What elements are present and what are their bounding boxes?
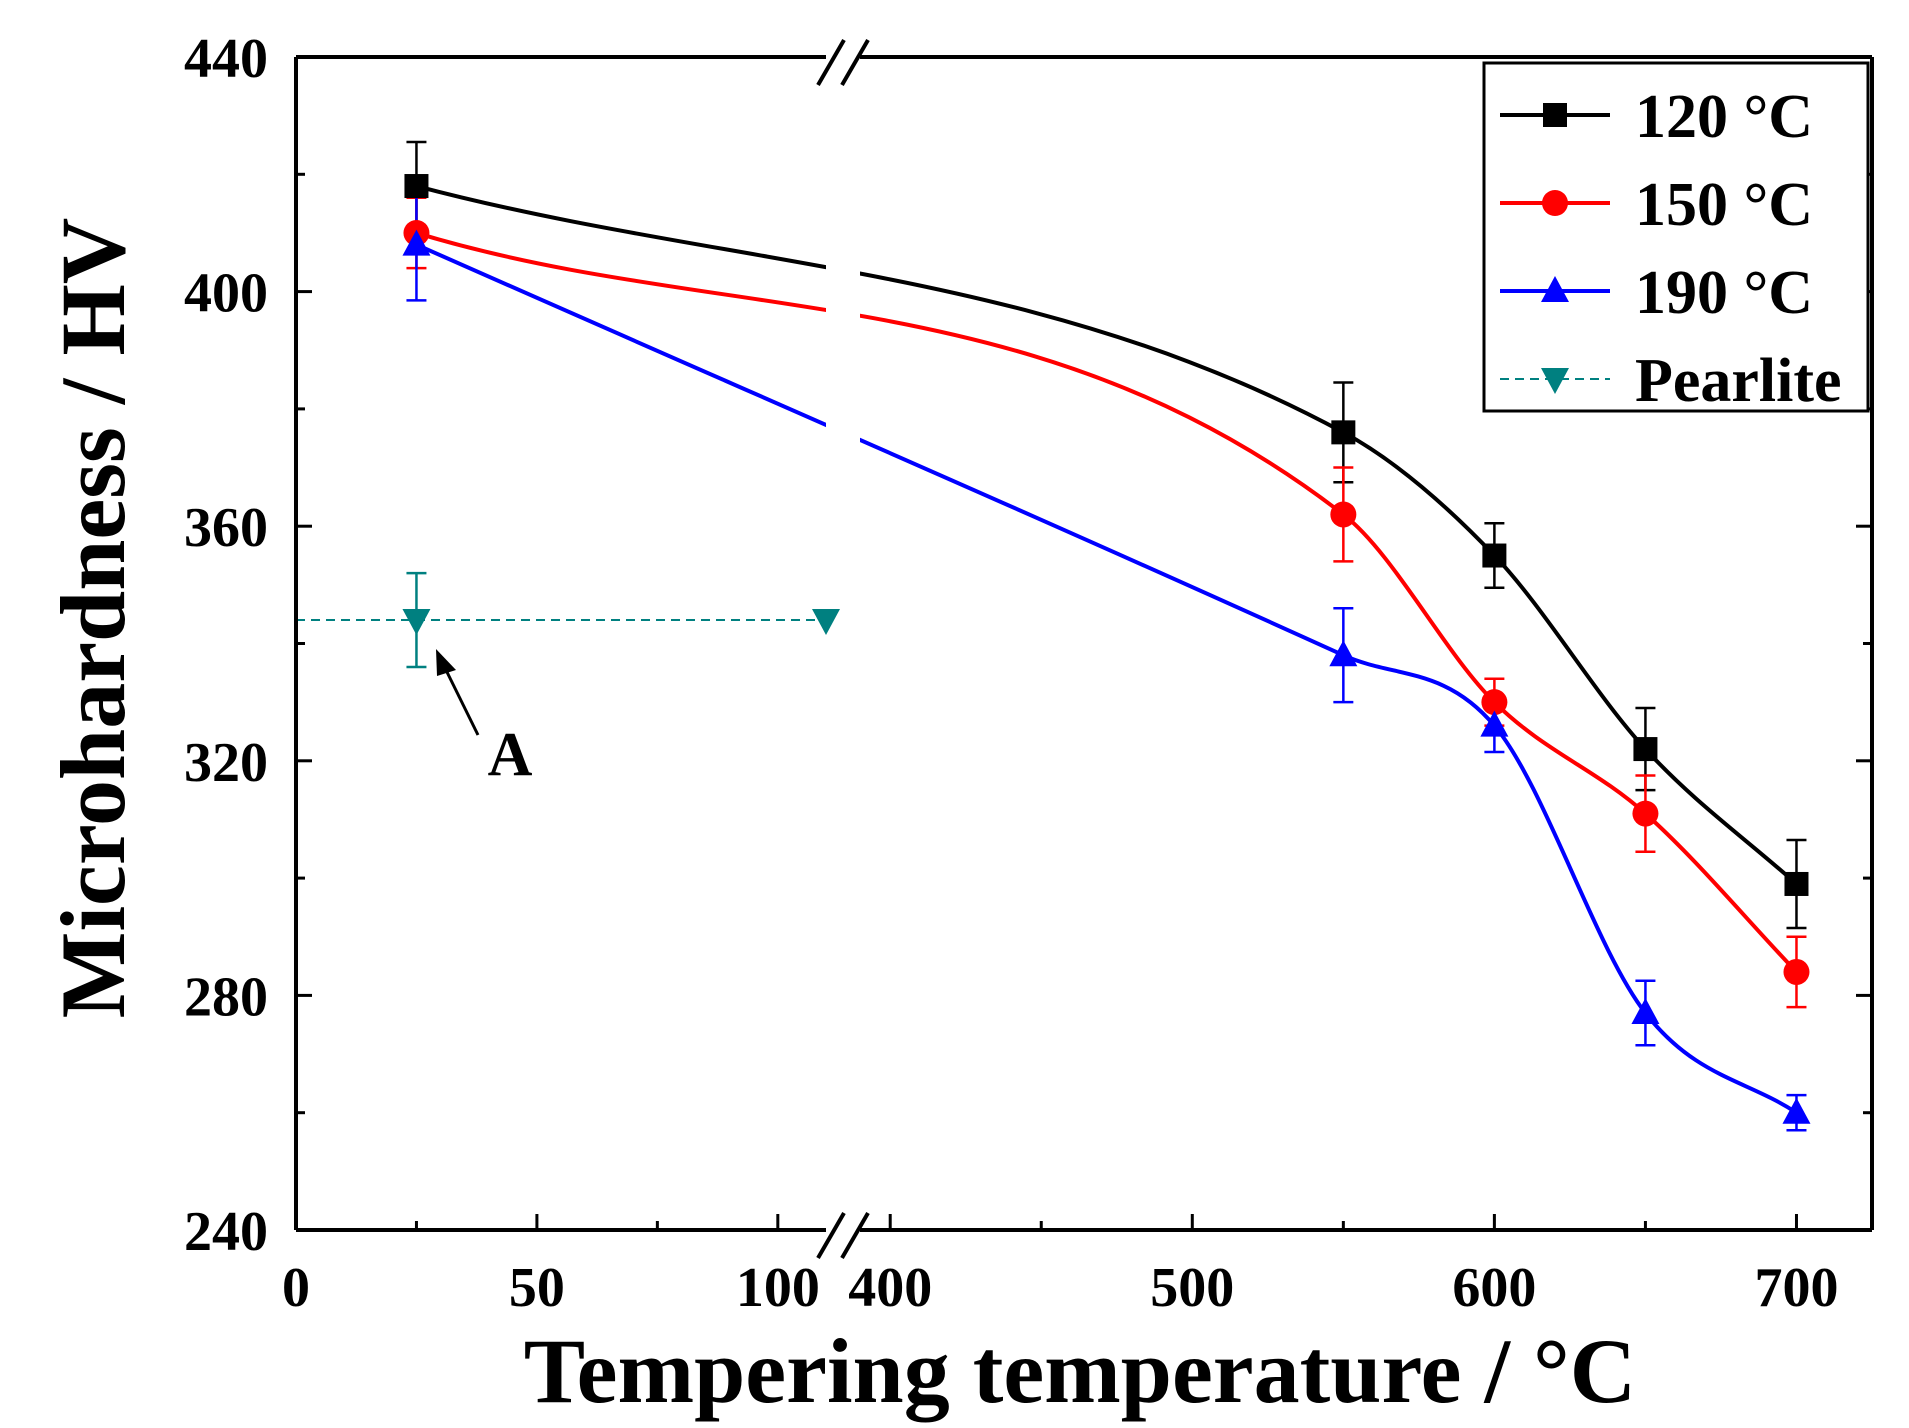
x-tick-label: 400 — [848, 1257, 932, 1319]
y-tick-label: 400 — [184, 263, 268, 325]
x-tick-label: 0 — [282, 1257, 310, 1319]
y-axis-title: Microhardness / HV — [42, 218, 144, 1019]
data-point-120-c — [1633, 737, 1658, 762]
series-end-marker-pearlite — [812, 609, 840, 636]
data-point-pearlite — [402, 609, 431, 636]
data-point-150-c — [1330, 501, 1357, 528]
data-point-190-c — [1329, 640, 1358, 667]
legend-label-150-c: 150 °C — [1635, 171, 1813, 239]
y-tick-label: 360 — [184, 497, 268, 559]
series-line-150-c — [415, 231, 1798, 974]
axis-break-bottom-1 — [816, 1211, 846, 1260]
x-tick-label: 50 — [509, 1257, 565, 1319]
data-point-190-c — [1782, 1097, 1811, 1124]
data-point-150-c — [1783, 958, 1810, 985]
legend-items: 120 °C 150 °C 190 °C Pearlite — [1500, 83, 1842, 415]
y-tick-label: 280 — [184, 966, 268, 1028]
data-point-120-c — [1784, 871, 1809, 896]
series-curves — [296, 184, 1798, 1115]
legend-marker-190-c — [1541, 276, 1569, 302]
legend-marker-pearlite — [1541, 368, 1569, 394]
series-line-120-c — [415, 184, 1798, 886]
legend-marker-120-c — [1543, 103, 1567, 127]
data-point-120-c — [404, 174, 429, 199]
data-point-120-c — [1482, 543, 1507, 568]
x-tick-label: 600 — [1452, 1257, 1536, 1319]
data-point-190-c — [402, 229, 431, 256]
data-point-150-c — [1481, 689, 1508, 716]
legend: 120 °C 150 °C 190 °C Pearlite — [1482, 61, 1870, 415]
x-tick-label: 100 — [736, 1257, 820, 1319]
annotation-a: A — [436, 649, 533, 789]
legend-label-120-c: 120 °C — [1635, 83, 1813, 151]
y-tick-label: 320 — [184, 732, 268, 794]
y-axis-ticks: 240 280 320 360 400 440 — [184, 28, 1872, 1263]
axis-break-top-1 — [816, 38, 846, 87]
legend-label-190-c: 190 °C — [1635, 259, 1813, 327]
x-axis-ticks: 0 50 100 400 500 600 700 — [282, 1214, 1838, 1319]
axis-break-bottom-2 — [840, 1211, 870, 1260]
legend-label-pearlite: Pearlite — [1635, 347, 1842, 415]
legend-marker-150-c — [1542, 190, 1568, 216]
y-tick-label: 240 — [184, 1201, 268, 1263]
annotation-arrow-shaft — [443, 667, 480, 736]
annotation-arrow-head — [436, 649, 456, 676]
data-point-190-c — [1480, 710, 1509, 737]
x-axis-title: Tempering temperature / °C — [524, 1320, 1637, 1422]
axis-break-top-2 — [840, 38, 870, 87]
data-point-120-c — [1331, 420, 1356, 445]
x-tick-label: 700 — [1754, 1257, 1838, 1319]
data-point-190-c — [1631, 997, 1660, 1024]
y-tick-label: 440 — [184, 28, 268, 90]
x-tick-label: 500 — [1150, 1257, 1234, 1319]
data-markers — [402, 174, 1811, 1124]
annotation-a-label: A — [488, 721, 533, 789]
data-point-150-c — [1632, 800, 1659, 827]
